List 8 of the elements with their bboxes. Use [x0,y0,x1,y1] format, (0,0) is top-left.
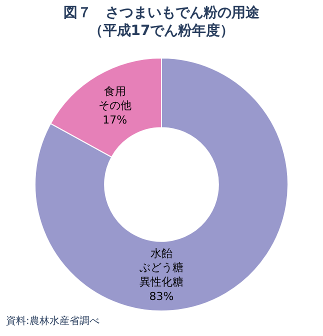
chart-title: 図７ さつまいもでん粉の用途 [64,4,260,21]
slice-label: 水飴ぶどう糖異性化糖 [140,246,184,289]
text: 資料:農林水産省調べ [6,315,100,327]
data-label: 83% [149,290,174,303]
data-label: 17% [102,113,128,126]
slice-label: 食用その他 [98,84,132,112]
chart-subtitle: （平成17でん粉年度） [88,22,234,39]
donut-slice [34,58,288,312]
